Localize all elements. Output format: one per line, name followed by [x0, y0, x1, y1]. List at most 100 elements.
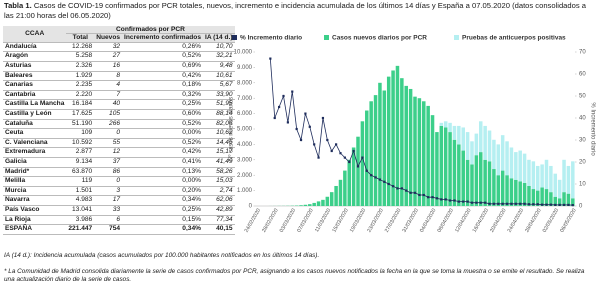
table-cell: C. Valenciana — [3, 138, 67, 149]
x-tick-label: 07/03/2020 — [296, 208, 314, 234]
line-marker — [462, 200, 465, 203]
bar — [505, 141, 509, 176]
table-cell: 5.258 — [66, 51, 95, 62]
x-tick-label: 03/03/2020 — [279, 208, 297, 234]
legend-swatch — [454, 35, 459, 40]
bar — [544, 159, 549, 190]
table-cell: Andalucía — [3, 42, 67, 53]
table-cell: 40,15 — [203, 224, 235, 235]
bar — [514, 152, 518, 180]
x-tick-label: 08/04/2020 — [437, 208, 455, 234]
x-tick-label: 19/03/2020 — [349, 208, 367, 234]
table-cell: 5,67 — [203, 80, 235, 91]
table-cell: 109 — [66, 128, 95, 139]
bar — [373, 95, 378, 206]
y-tick-label: 3.000 — [237, 157, 253, 163]
caption-label: Tabla 1. — [4, 1, 32, 10]
table-cell: 0,25% — [122, 205, 203, 216]
table-cell: 0,34% — [122, 224, 203, 235]
table-cell: 1.501 — [66, 186, 95, 197]
line-marker — [545, 203, 548, 206]
y2-tick-label: 40 — [579, 116, 586, 122]
x-tick-label: 12/04/2020 — [454, 208, 472, 234]
table-row: Asturias 2.326 16 0,69% 9,48 — [3, 61, 235, 72]
bar — [461, 150, 465, 206]
table-cell: 0,13% — [122, 167, 203, 178]
table-cell: 9,48 — [203, 61, 235, 72]
table-row: Galicia 9.134 37 0,41% 41,49 — [3, 157, 235, 168]
column-header: CCAA — [3, 26, 67, 43]
table-row: Baleares 1.929 8 0,42% 10,61 — [3, 71, 235, 82]
x-tick-label: 31/03/2020 — [401, 208, 419, 234]
bar — [329, 192, 334, 206]
bar — [535, 165, 540, 191]
y-axis-title: Nº casos nuevos diarios — [228, 97, 235, 161]
line-marker — [440, 198, 443, 201]
y-tick-label: 1.000 — [237, 188, 253, 194]
bar — [492, 139, 496, 170]
table-cell: 0 — [94, 128, 123, 139]
line-marker — [571, 204, 574, 207]
table-cell: Castilla y León — [3, 109, 67, 120]
line-marker — [365, 169, 368, 172]
table-cell: 0,52% — [122, 138, 203, 149]
line — [269, 58, 573, 206]
bar — [470, 164, 474, 206]
table-cell: 0,52% — [122, 119, 203, 130]
table-cell: 15,03 — [203, 176, 235, 187]
bar — [347, 159, 351, 206]
table-cell: 6 — [94, 215, 123, 226]
line-marker — [427, 196, 430, 199]
bar — [487, 161, 492, 206]
table-cell: 86 — [94, 167, 123, 178]
y-tick-label: 6.000 — [237, 111, 253, 117]
bar — [514, 179, 518, 206]
footnote: * La Comunidad de Madrid consolida diari… — [4, 268, 585, 283]
table-cell: 4 — [94, 80, 123, 91]
y-tick-label: 9.000 — [237, 65, 253, 71]
bar — [509, 147, 514, 179]
x-tick-label: 24/04/2020 — [507, 208, 525, 234]
table-cell: 105 — [94, 109, 123, 120]
bar — [360, 121, 365, 206]
table-cell: Canarias — [3, 80, 67, 91]
line-marker — [488, 202, 491, 205]
table-cell: 1.929 — [66, 71, 95, 82]
bar — [549, 192, 553, 206]
table-cell: 0,42% — [122, 71, 203, 82]
table-cell: 0,00% — [122, 128, 203, 139]
bar — [443, 121, 448, 128]
table-cell: País Vasco — [3, 205, 67, 216]
line-marker — [532, 203, 535, 206]
table-cell: 2,74 — [203, 186, 235, 197]
x-tick-label: 04/04/2020 — [419, 208, 437, 234]
table-cell: 32,21 — [203, 51, 235, 62]
table-row: Cantabria 2.220 7 0,32% 33,90 — [3, 90, 235, 101]
table-cell: 13.041 — [66, 205, 95, 216]
line-marker — [400, 187, 403, 190]
line-marker — [343, 156, 346, 159]
line-marker — [562, 203, 566, 206]
bar — [535, 190, 540, 206]
y-tick-label: 0 — [249, 204, 253, 210]
bar — [426, 105, 430, 206]
line-marker — [313, 143, 316, 146]
y-tick-label: 8.000 — [237, 80, 253, 86]
bar — [435, 132, 439, 206]
y2-axis-title: % Incremento diario — [589, 102, 595, 156]
x-tick-label: 23/03/2020 — [366, 208, 384, 234]
table-cell: Cantabria — [3, 90, 67, 101]
bar — [452, 139, 457, 206]
bar — [391, 70, 395, 206]
line-marker — [299, 138, 303, 142]
table-row: País Vasco 13.041 33 0,25% 42,89 — [3, 205, 235, 216]
table-cell: 42,89 — [203, 205, 235, 216]
line-marker — [510, 202, 513, 205]
x-tick-label: 15/03/2020 — [331, 208, 349, 234]
data-table: CCAA Confirmados por PCR Total Nuevos Increm… — [3, 26, 235, 235]
header-row: CCAA Confirmados por PCR — [3, 26, 235, 43]
y2-tick-label: 70 — [579, 50, 586, 56]
y2-tick-label: 60 — [579, 72, 586, 78]
table-cell: 51,95 — [203, 99, 235, 110]
table-cell: 40 — [94, 99, 123, 110]
